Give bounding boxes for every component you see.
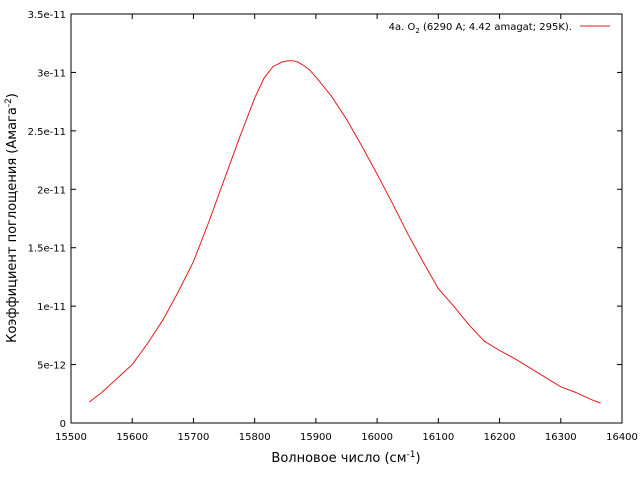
x-tick-label: 16000 [361, 432, 393, 443]
plot-frame [70, 13, 623, 424]
x-tick-label: 16100 [422, 432, 454, 443]
x-tick-label: 15600 [116, 432, 148, 443]
x-axis-title: Волновое число (см-1) [271, 450, 420, 466]
x-axis-ticks: 15500 15600 15700 15800 15900 16000 16100 16200… [55, 14, 638, 443]
legend-label: 4a. O2 (6290 A; 4.42 amagat; 295K). [389, 22, 572, 35]
y-tick-label: 3.5e-11 [28, 10, 66, 21]
legend: 4a. O2 (6290 A; 4.42 amagat; 295K). [389, 22, 610, 35]
y-tick-label: 3e-11 [37, 68, 66, 79]
y-tick-label: 2e-11 [37, 185, 66, 196]
series-line-o2 [89, 60, 601, 404]
x-tick-label: 15700 [178, 432, 210, 443]
y-axis-title: Коэффициент поглощения (Амага-2) [4, 93, 20, 343]
x-tick-label: 16300 [545, 432, 577, 443]
x-tick-label: 15800 [239, 432, 271, 443]
x-tick-label: 15500 [55, 432, 87, 443]
y-tick-label: 1.5e-11 [28, 244, 66, 255]
x-tick-label: 15900 [300, 432, 332, 443]
x-tick-label: 16400 [606, 432, 638, 443]
y-axis-ticks: 0 5e-12 1e-11 1.5e-11 2e-11 2.5e-11 3e-11 3.5e-… [28, 10, 622, 430]
y-tick-label: 5e-12 [37, 361, 66, 372]
y-tick-label: 2.5e-11 [28, 127, 66, 138]
x-tick-label: 16200 [484, 432, 516, 443]
y-tick-label: 1e-11 [37, 302, 66, 313]
y-tick-label: 0 [60, 419, 66, 430]
